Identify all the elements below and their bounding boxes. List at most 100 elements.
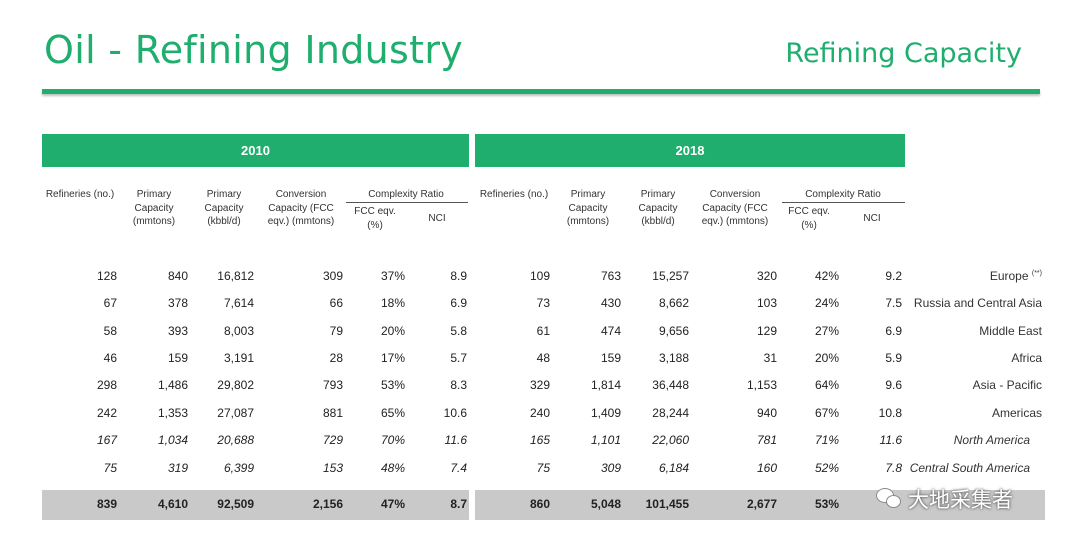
cell-refineries-2010: 167 — [96, 433, 117, 447]
cell-primary-mmt-2018: 430 — [600, 296, 621, 310]
cell-fcc-2010: 70% — [380, 433, 405, 447]
cell-fcc-2010: 47% — [380, 497, 405, 511]
cell-fcc-2010: 17% — [380, 351, 405, 365]
cell-nci-2010: 8.7 — [450, 497, 467, 511]
cell-fcc-2010: 53% — [380, 378, 405, 392]
col-header-primary-kbbl: Primary Capacity (kbbl/d) — [638, 189, 678, 227]
cell-nci-2018: 9.6 — [885, 378, 902, 392]
cell-primary-mmt-2018: 1,814 — [590, 378, 621, 392]
cell-primary-mmt-2018: 474 — [600, 324, 621, 338]
cell-primary-kbbl-2010: 16,812 — [217, 269, 254, 283]
table-row: 46 159 3,191 28 17% 5.7 48 159 3,188 31 … — [0, 351, 1080, 371]
cell-conversion-2018: 1,153 — [746, 378, 777, 392]
cell-primary-mmt-2010: 1,353 — [157, 406, 188, 420]
cell-refineries-2018: 165 — [529, 433, 550, 447]
cell-refineries-2010: 46 — [103, 351, 117, 365]
cell-nci-2010: 5.8 — [450, 324, 467, 338]
col-header-complexity: Complexity Ratio — [368, 189, 444, 200]
cell-conversion-2010: 729 — [322, 433, 343, 447]
cell-refineries-2018: 860 — [529, 497, 550, 511]
cell-primary-mmt-2010: 159 — [167, 351, 188, 365]
cell-fcc-2018: 20% — [814, 351, 839, 365]
table-row: 67 378 7,614 66 18% 6.9 73 430 8,662 103… — [0, 296, 1080, 316]
cell-nci-2010: 6.9 — [450, 296, 467, 310]
cell-nci-2018: 9.2 — [885, 269, 902, 283]
cell-conversion-2018: 940 — [756, 406, 777, 420]
watermark: 大地采集者 — [876, 484, 1013, 514]
col-header-primary-kbbl: Primary Capacity (kbbl/d) — [204, 189, 244, 227]
cell-primary-mmt-2010: 4,610 — [157, 497, 188, 511]
cell-nci-2010: 11.6 — [444, 433, 467, 447]
cell-primary-mmt-2018: 5,048 — [590, 497, 621, 511]
cell-fcc-2010: 65% — [380, 406, 405, 420]
cell-primary-kbbl-2010: 27,087 — [217, 406, 254, 420]
cell-primary-kbbl-2018: 8,662 — [658, 296, 689, 310]
cell-primary-mmt-2010: 1,486 — [157, 378, 188, 392]
cell-nci-2018: 11.6 — [879, 433, 902, 447]
cell-conversion-2010: 28 — [329, 351, 343, 365]
cell-conversion-2010: 881 — [322, 406, 343, 420]
cell-primary-mmt-2018: 1,409 — [590, 406, 621, 420]
cell-refineries-2010: 839 — [96, 497, 117, 511]
region-label: Middle East — [979, 324, 1042, 338]
page-title: Oil - Refining Industry — [44, 28, 464, 72]
cell-nci-2018: 10.8 — [878, 406, 902, 420]
cell-conversion-2010: 793 — [322, 378, 343, 392]
cell-conversion-2010: 2,156 — [312, 497, 343, 511]
cell-fcc-2018: 27% — [814, 324, 839, 338]
region-label: Central South America — [909, 461, 1030, 475]
col-header-nci: NCI — [428, 213, 446, 224]
wechat-icon — [876, 488, 902, 510]
cell-nci-2018: 5.9 — [885, 351, 902, 365]
cell-primary-mmt-2018: 1,101 — [590, 433, 621, 447]
cell-refineries-2018: 75 — [536, 461, 550, 475]
cell-refineries-2010: 75 — [103, 461, 117, 475]
cell-primary-kbbl-2010: 92,509 — [217, 497, 254, 511]
cell-conversion-2018: 2,677 — [746, 497, 777, 511]
region-label: Asia - Pacific — [972, 378, 1042, 392]
cell-fcc-2018: 71% — [814, 433, 839, 447]
region-label: Europe — [989, 269, 1029, 283]
complexity-underline — [346, 202, 468, 203]
table-row: 58 393 8,003 79 20% 5.8 61 474 9,656 129… — [0, 324, 1080, 344]
cell-primary-mmt-2010: 319 — [167, 461, 188, 475]
cell-nci-2010: 7.4 — [450, 461, 467, 475]
col-header-primary-mmtons: Primary Capacity (mmtons) — [566, 189, 610, 227]
cell-conversion-2010: 153 — [322, 461, 343, 475]
cell-primary-mmt-2018: 309 — [600, 461, 621, 475]
col-header-conversion: Conversion Capacity (FCC eqv.) (mmtons) — [701, 189, 769, 227]
region-label: North America — [953, 433, 1030, 447]
region-label: Russia and Central Asia — [913, 296, 1042, 310]
col-header-complexity: Complexity Ratio — [805, 189, 881, 200]
table-row: 75 319 6,399 153 48% 7.4 75 309 6,184 16… — [0, 461, 1080, 481]
col-header-nci: NCI — [863, 213, 881, 224]
page-subtitle: Refining Capacity — [785, 38, 1022, 69]
cell-nci-2010: 8.3 — [450, 378, 467, 392]
cell-fcc-2010: 20% — [380, 324, 405, 338]
cell-region: Europe (**) — [990, 269, 1042, 283]
complexity-underline — [782, 202, 905, 203]
col-header-primary-mmtons: Primary Capacity (mmtons) — [132, 189, 176, 227]
col-header-fcc: FCC eqv. (%) — [354, 206, 396, 231]
cell-primary-mmt-2010: 378 — [167, 296, 188, 310]
cell-refineries-2018: 329 — [529, 378, 550, 392]
col-header-refineries: Refineries (no.) — [45, 189, 115, 200]
region-label: Africa — [1011, 351, 1042, 365]
cell-fcc-2018: 42% — [814, 269, 839, 283]
cell-fcc-2018: 67% — [814, 406, 839, 420]
cell-primary-kbbl-2018: 9,656 — [658, 324, 689, 338]
cell-primary-kbbl-2018: 28,244 — [652, 406, 689, 420]
cell-primary-mmt-2018: 159 — [600, 351, 621, 365]
cell-refineries-2018: 61 — [536, 324, 550, 338]
cell-conversion-2018: 103 — [756, 296, 777, 310]
cell-conversion-2018: 160 — [756, 461, 777, 475]
cell-nci-2018: 6.9 — [885, 324, 902, 338]
cell-fcc-2018: 53% — [814, 497, 839, 511]
cell-primary-mmt-2010: 393 — [167, 324, 188, 338]
region-label: Americas — [991, 406, 1042, 420]
total-band-2010 — [42, 490, 469, 520]
cell-primary-mmt-2010: 1,034 — [157, 433, 188, 447]
cell-conversion-2018: 31 — [763, 351, 777, 365]
cell-primary-kbbl-2010: 20,688 — [217, 433, 254, 447]
cell-conversion-2010: 66 — [329, 296, 343, 310]
